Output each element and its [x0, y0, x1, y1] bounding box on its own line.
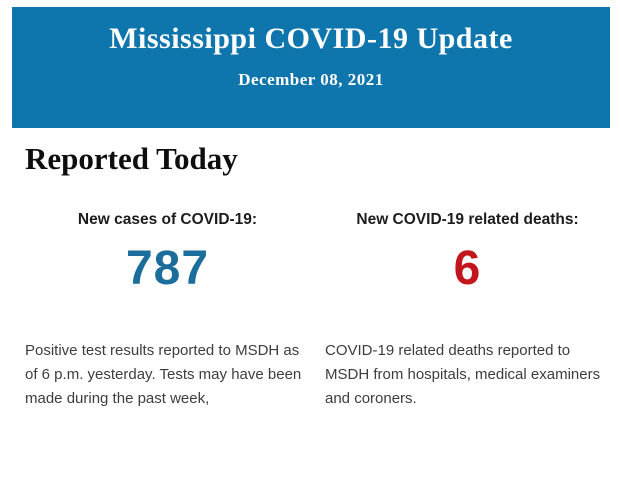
new-cases-label: New cases of COVID-19:	[77, 211, 258, 228]
stats-row: New cases of COVID-19: 787 Positive test…	[25, 211, 610, 411]
main-content: Reported Today New cases of COVID-19: 78…	[25, 128, 610, 411]
report-date: December 08, 2021	[238, 70, 384, 89]
page-title: Mississippi COVID-19 Update	[109, 22, 513, 55]
section-heading: Reported Today	[25, 141, 238, 176]
new-deaths-value: 6	[453, 242, 482, 295]
new-deaths-description: COVID-19 related deaths reported to MSDH…	[325, 342, 601, 407]
new-cases-description: Positive test results reported to MSDH a…	[25, 342, 302, 407]
header-banner: Mississippi COVID-19 Update December 08,…	[12, 7, 610, 128]
new-cases-value: 787	[125, 242, 210, 295]
stat-new-deaths: New COVID-19 related deaths: 6 COVID-19 …	[325, 211, 610, 411]
new-deaths-label: New COVID-19 related deaths:	[356, 211, 579, 228]
stat-new-cases: New cases of COVID-19: 787 Positive test…	[25, 211, 310, 411]
